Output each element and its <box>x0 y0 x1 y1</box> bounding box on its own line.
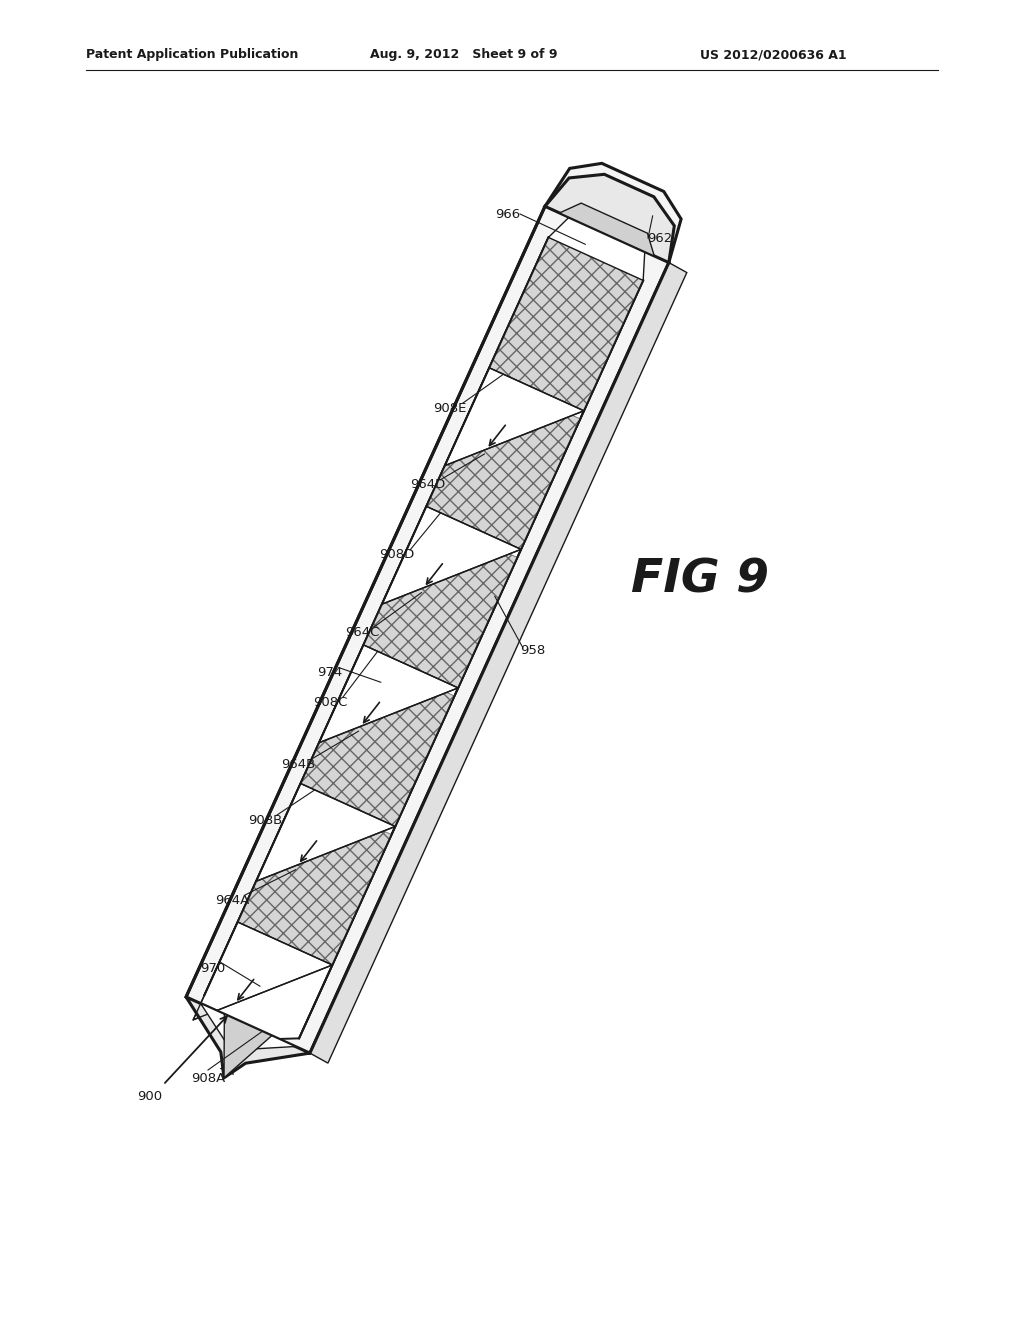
Polygon shape <box>559 203 654 256</box>
Polygon shape <box>224 1014 271 1078</box>
Text: US 2012/0200636 A1: US 2012/0200636 A1 <box>700 48 847 61</box>
Polygon shape <box>301 653 455 826</box>
Text: 908D: 908D <box>379 549 415 561</box>
Text: 908A: 908A <box>190 1072 225 1085</box>
Text: 970: 970 <box>201 961 225 974</box>
Polygon shape <box>310 263 687 1063</box>
Text: 974: 974 <box>317 665 343 678</box>
Text: 966: 966 <box>496 209 520 222</box>
Polygon shape <box>205 227 643 1040</box>
Text: 964B: 964B <box>281 759 315 771</box>
Text: 964C: 964C <box>345 626 379 639</box>
Polygon shape <box>319 645 458 743</box>
Polygon shape <box>256 784 395 882</box>
Text: Patent Application Publication: Patent Application Publication <box>86 48 298 61</box>
Polygon shape <box>549 218 645 280</box>
Polygon shape <box>364 515 517 688</box>
Text: 958: 958 <box>520 644 546 656</box>
Polygon shape <box>426 376 581 549</box>
Text: 908C: 908C <box>312 696 347 709</box>
Text: 908B: 908B <box>248 813 283 826</box>
Polygon shape <box>489 238 643 411</box>
Polygon shape <box>382 507 521 605</box>
Text: FIG 9: FIG 9 <box>631 557 769 602</box>
Text: Aug. 9, 2012   Sheet 9 of 9: Aug. 9, 2012 Sheet 9 of 9 <box>370 48 557 61</box>
Polygon shape <box>489 238 643 411</box>
Text: 908E: 908E <box>433 401 467 414</box>
Polygon shape <box>201 1003 295 1051</box>
Polygon shape <box>186 164 681 1073</box>
Text: 964D: 964D <box>411 478 445 491</box>
Polygon shape <box>194 921 333 1020</box>
Polygon shape <box>444 368 584 466</box>
Text: 900: 900 <box>137 1090 163 1104</box>
Polygon shape <box>238 792 391 965</box>
Text: 964A: 964A <box>215 894 249 907</box>
Polygon shape <box>545 174 675 263</box>
Polygon shape <box>186 997 310 1078</box>
Text: 962: 962 <box>647 231 673 244</box>
